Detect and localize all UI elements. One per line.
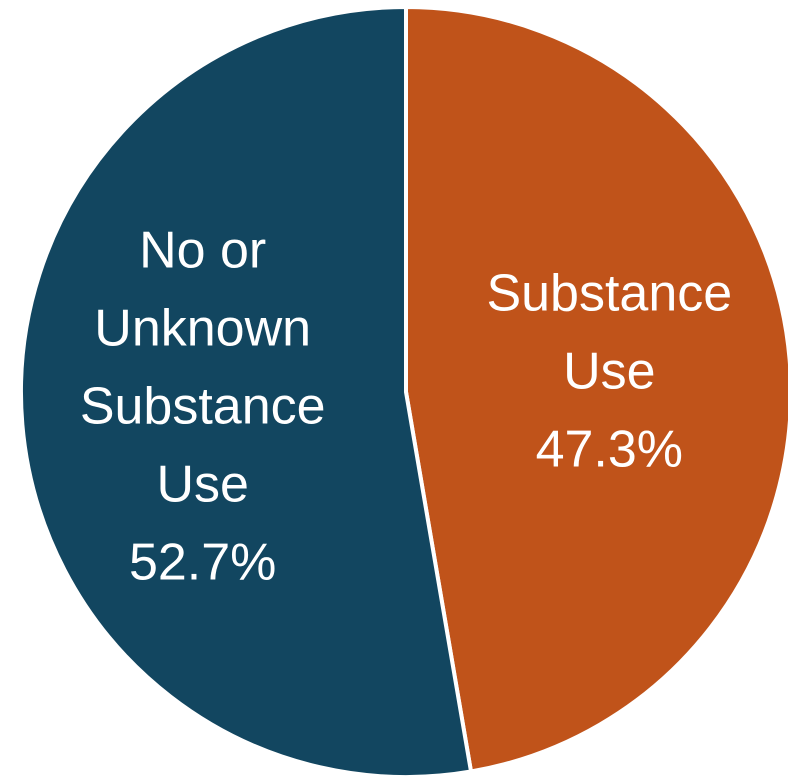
pie-value-label: 47.3% [536, 420, 683, 478]
pie-category-label-line: Substance [486, 264, 732, 322]
pie-value-label: 52.7% [129, 533, 276, 591]
pie-category-label-line: Use [156, 455, 248, 513]
pie-labels: Substance Use 47.3% No or Unknown Substance Us… [80, 221, 732, 591]
pie-label-no-or-unknown-substance-use: No or Unknown Substance Use 52.7% [80, 221, 326, 591]
pie-slice-no-or-unknown-substance-use [18, 5, 473, 778]
pie-slice-substance-use [404, 5, 788, 774]
pie-label-substance-use: Substance Use 47.3% [486, 264, 732, 478]
pie-category-label-line: No or [139, 221, 266, 279]
pie-category-label-line: Unknown [94, 299, 311, 357]
pie-category-label-line: Substance [80, 377, 326, 435]
pie-category-label-line: Use [563, 342, 655, 400]
pie-slices [18, 5, 788, 778]
